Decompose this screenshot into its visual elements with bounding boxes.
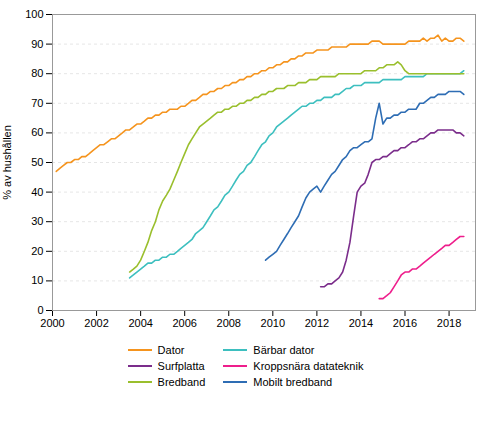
html-text:Bärbar dator: Bärbar dator — [253, 344, 315, 356]
svg-text:90: 90 — [31, 38, 43, 50]
svg-text:2018: 2018 — [437, 317, 461, 329]
svg-text:100: 100 — [25, 8, 43, 20]
svg-text:10: 10 — [31, 274, 43, 286]
svg-text:2006: 2006 — [172, 317, 196, 329]
svg-text:2010: 2010 — [261, 317, 285, 329]
html-text:Dator: Dator — [157, 344, 185, 356]
svg-text:20: 20 — [31, 245, 43, 257]
svg-text:40: 40 — [31, 186, 43, 198]
html-text:Mobilt bredband: Mobilt bredband — [253, 376, 333, 388]
html-text:Bredband: Bredband — [157, 376, 206, 388]
svg-text:70: 70 — [31, 97, 43, 109]
html-text:Surfplatta: Surfplatta — [157, 360, 205, 372]
svg-text:80: 80 — [31, 67, 43, 79]
svg-text:2000: 2000 — [40, 317, 64, 329]
svg-text:2012: 2012 — [305, 317, 329, 329]
svg-text:0: 0 — [37, 304, 43, 316]
svg-text:50: 50 — [31, 156, 43, 168]
svg-text:30: 30 — [31, 215, 43, 227]
svg-text:60: 60 — [31, 126, 43, 138]
svg-text:2016: 2016 — [393, 317, 417, 329]
svg-text:2008: 2008 — [217, 317, 241, 329]
svg-text:% av hushållen: % av hushållen — [1, 125, 13, 200]
html-text:Kroppsnära datateknik: Kroppsnära datateknik — [253, 360, 364, 372]
svg-text:2002: 2002 — [84, 317, 108, 329]
svg-text:2004: 2004 — [128, 317, 152, 329]
svg-text:2014: 2014 — [349, 317, 373, 329]
